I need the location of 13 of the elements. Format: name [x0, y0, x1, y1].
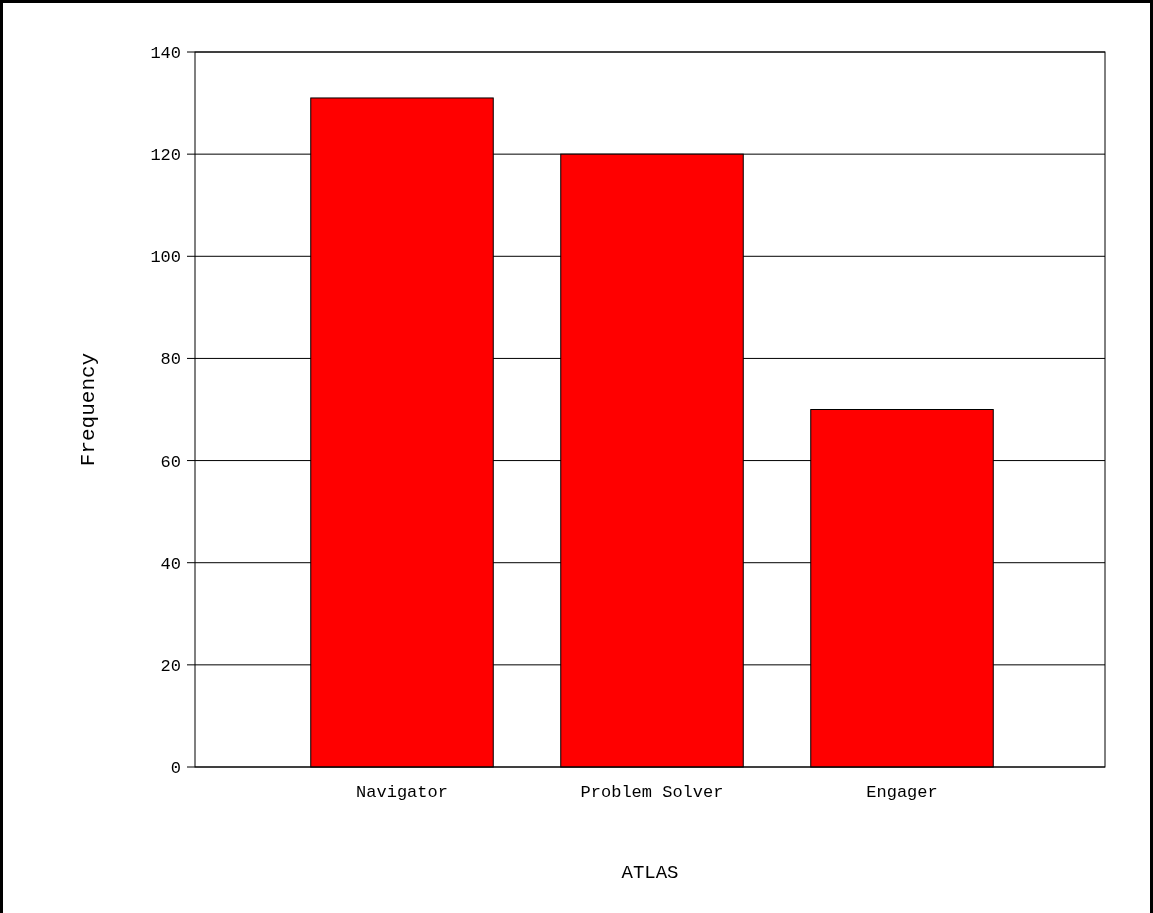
y-tick-label: 0 — [170, 758, 181, 778]
x-tick-label: Engager — [866, 783, 938, 802]
y-axis-title: Frequency — [77, 352, 100, 467]
x-tick-label: Problem Solver — [580, 783, 724, 802]
y-tick-label: 20 — [160, 656, 181, 676]
y-tick-label: 80 — [160, 350, 181, 370]
x-tick-label: Navigator — [356, 783, 448, 802]
y-tick-label: 120 — [150, 146, 181, 166]
y-tick-label: 40 — [160, 554, 181, 574]
y-tick-label: 60 — [160, 452, 181, 472]
y-tick-label: 100 — [150, 248, 181, 268]
y-tick-label: 140 — [150, 43, 181, 63]
x-axis-title: ATLAS — [621, 862, 679, 884]
